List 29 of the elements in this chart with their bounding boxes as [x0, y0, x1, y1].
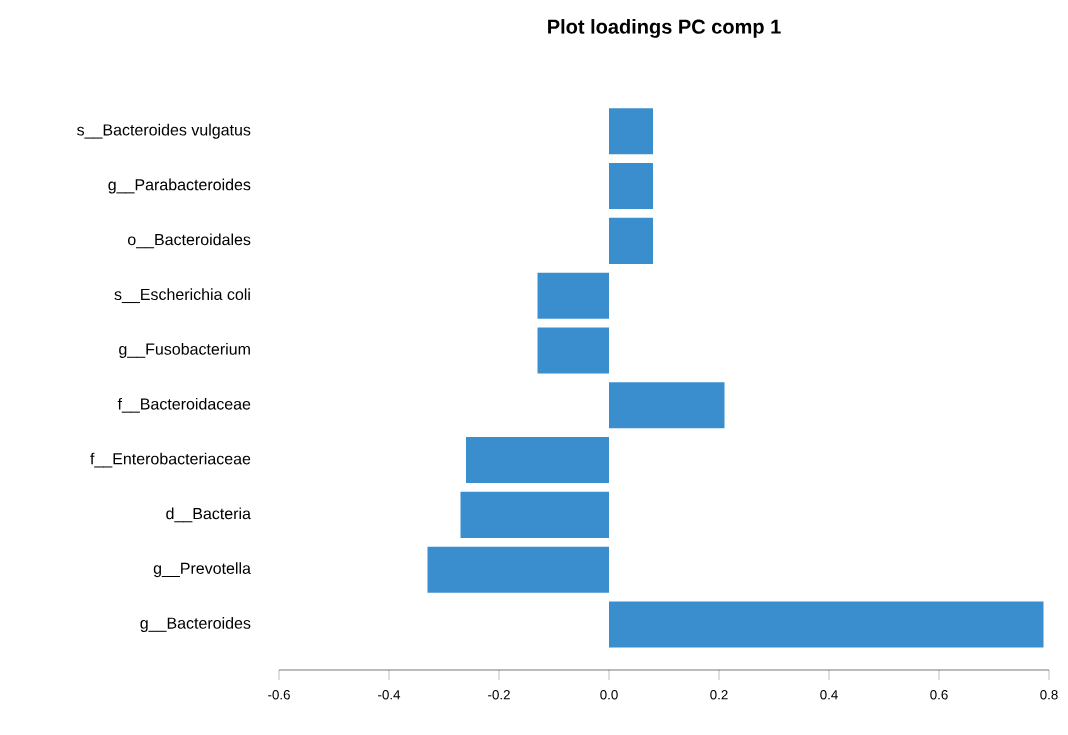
x-tick-label: -0.4 — [378, 690, 401, 700]
bar — [427, 546, 610, 593]
x-tick-label: 0.4 — [820, 690, 838, 700]
bar — [609, 163, 654, 210]
y-tick-label: o__Bacteroidales — [127, 233, 251, 249]
bar — [609, 382, 725, 429]
y-tick-label: g__Bacteroides — [140, 617, 251, 632]
x-tick-label: -0.2 — [488, 690, 510, 700]
bar — [609, 217, 654, 264]
y-tick-label: s__Bacteroides vulgatus — [77, 123, 251, 139]
bar — [460, 491, 610, 538]
bar — [466, 437, 610, 484]
bar — [609, 108, 654, 155]
y-tick-label: f__Bacteroidaceae — [117, 397, 251, 413]
bar — [609, 601, 1044, 648]
bar — [537, 272, 610, 319]
bar — [537, 327, 610, 374]
y-tick-label: g__Parabacteroides — [108, 178, 251, 194]
chart-title: Plot loadings PC comp 1 — [548, 19, 781, 38]
x-tick-label: 0.0 — [600, 690, 618, 700]
y-tick-label: s__Escherichia coli — [114, 288, 250, 304]
y-tick-label: g__Fusobacterium — [119, 343, 250, 358]
y-tick-label: g__Prevotella — [153, 562, 251, 578]
x-tick-label: -0.6 — [268, 690, 290, 700]
x-tick-label: 0.2 — [710, 690, 728, 700]
x-tick-label: 0.6 — [930, 690, 948, 700]
y-tick-label: d__Bacteria — [166, 507, 251, 523]
x-tick-label: 0.8 — [1040, 690, 1058, 700]
y-tick-label: f__Enterobacteriaceae — [90, 452, 251, 468]
